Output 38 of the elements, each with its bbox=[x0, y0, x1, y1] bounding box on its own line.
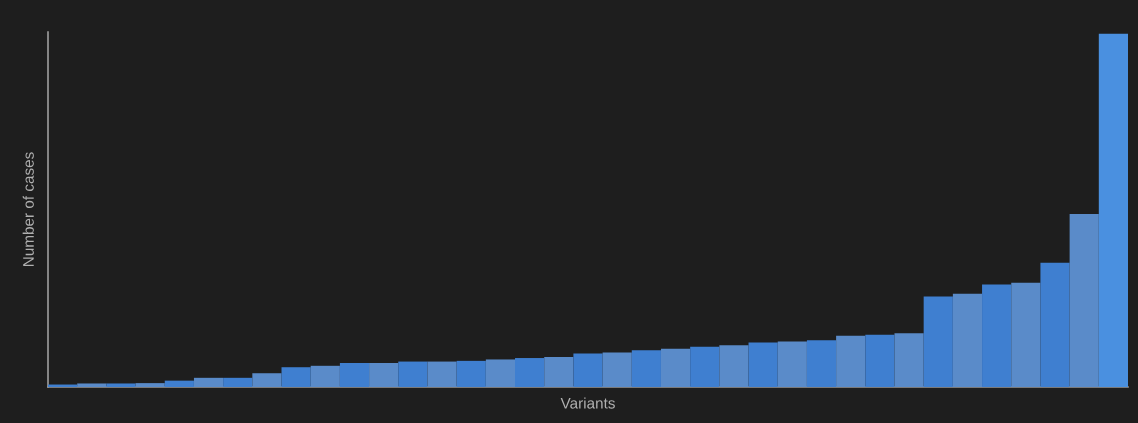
bar bbox=[952, 293, 983, 387]
bar bbox=[310, 365, 340, 387]
bar bbox=[427, 361, 457, 387]
bar bbox=[1069, 213, 1099, 387]
bar bbox=[252, 373, 282, 387]
bar bbox=[281, 367, 311, 387]
bar bbox=[485, 359, 516, 387]
bar bbox=[544, 356, 574, 387]
bar bbox=[631, 350, 661, 387]
bar bbox=[865, 334, 895, 387]
bar bbox=[836, 335, 866, 387]
bar bbox=[77, 383, 107, 387]
bar bbox=[923, 296, 953, 387]
bar bbox=[777, 341, 807, 387]
bar bbox=[456, 360, 486, 387]
bar bbox=[369, 362, 399, 387]
bar bbox=[515, 358, 545, 387]
bar bbox=[1040, 262, 1070, 387]
bar bbox=[106, 383, 136, 387]
bar bbox=[719, 345, 749, 387]
bar bbox=[690, 346, 720, 387]
bar bbox=[223, 377, 253, 387]
bar bbox=[748, 342, 778, 387]
bar bbox=[193, 377, 224, 387]
bar bbox=[660, 348, 691, 387]
bar bbox=[1011, 282, 1041, 387]
bar bbox=[573, 353, 603, 387]
bar bbox=[894, 333, 924, 387]
bar bbox=[164, 380, 194, 387]
bar bbox=[602, 352, 632, 387]
bar bbox=[982, 284, 1012, 387]
bar bbox=[1098, 33, 1128, 387]
y-axis-title: Number of cases bbox=[22, 152, 34, 266]
bar bbox=[339, 362, 370, 387]
bar bbox=[806, 340, 837, 387]
bar bbox=[398, 361, 428, 387]
x-axis-title: Variants bbox=[560, 397, 615, 409]
bar bbox=[135, 383, 165, 387]
